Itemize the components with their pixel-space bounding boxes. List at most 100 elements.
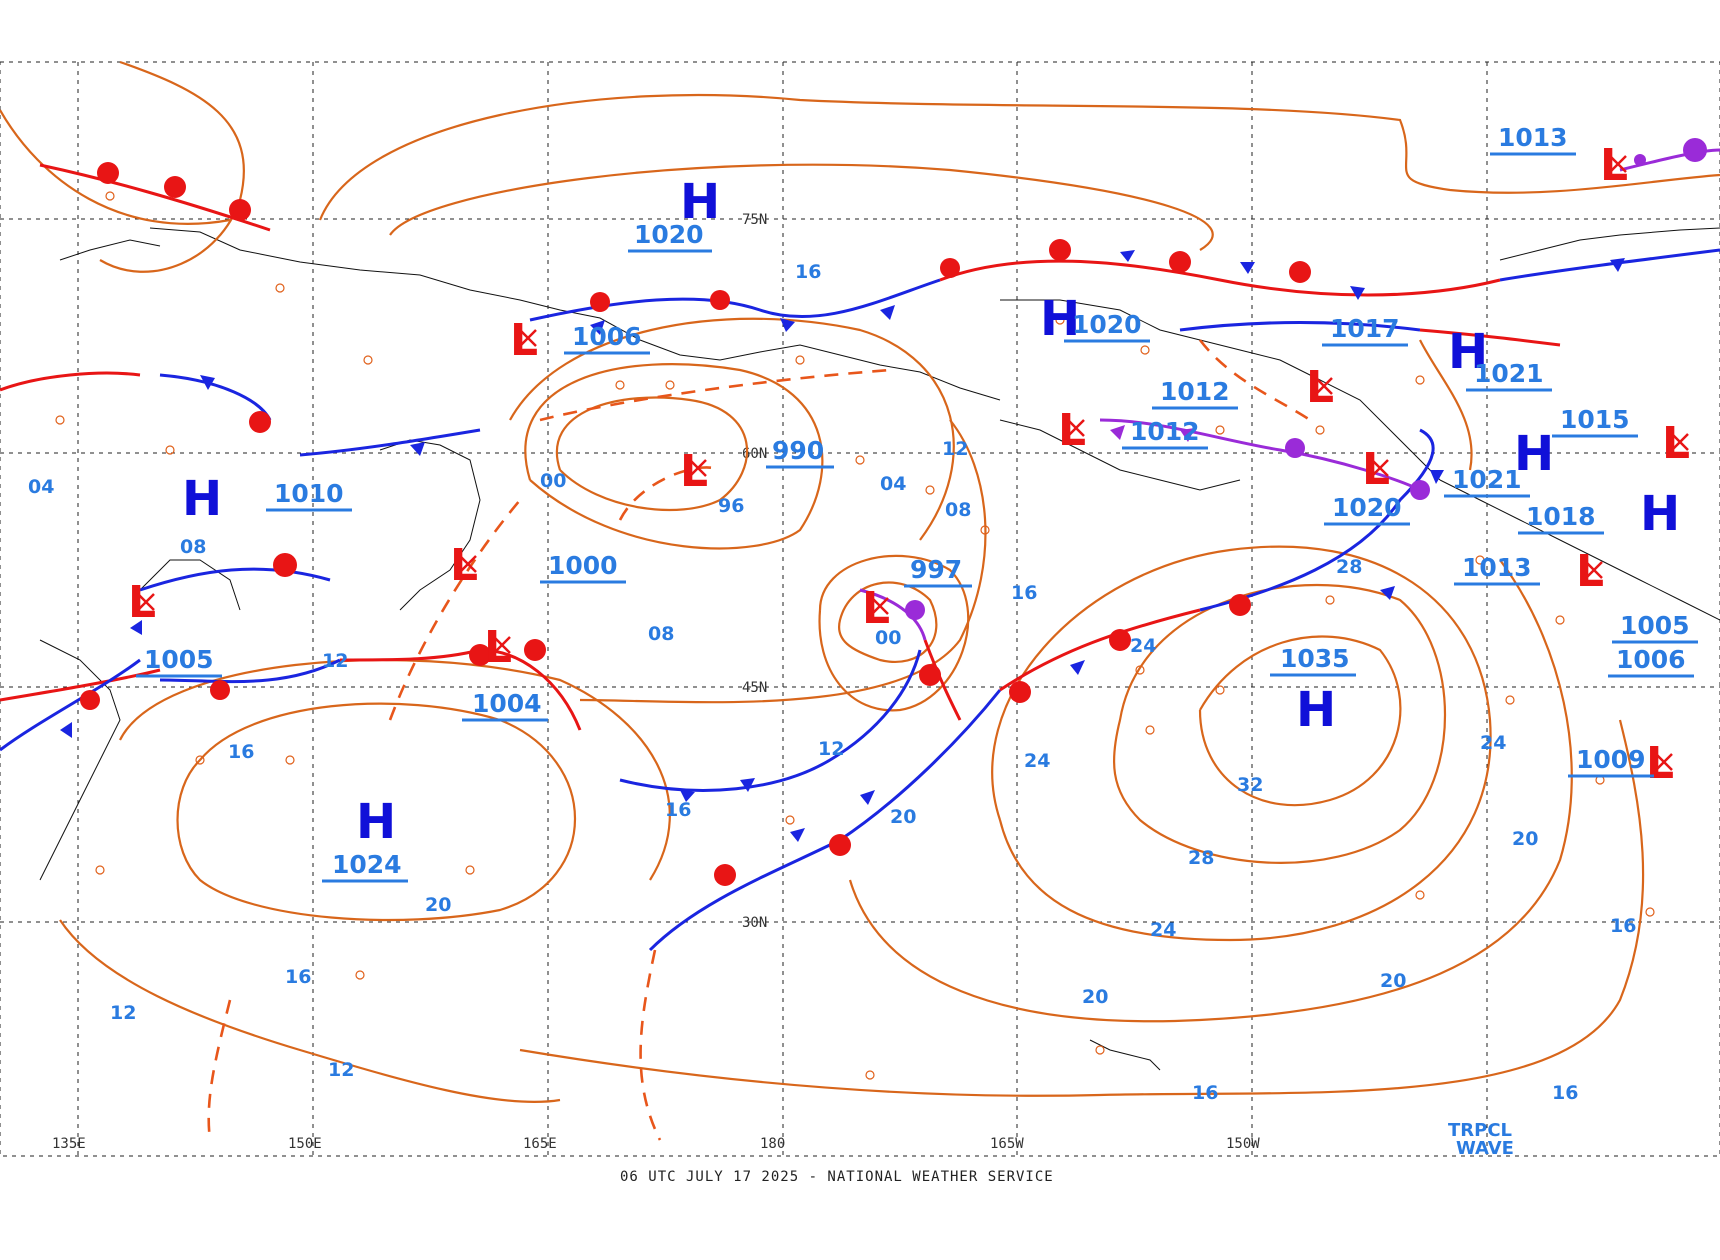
- isobar-label: 24: [1024, 750, 1050, 772]
- isobar-label: 24: [1480, 732, 1506, 754]
- isobar-label: 12: [818, 738, 844, 760]
- high-pressure: 1021: [1474, 359, 1544, 388]
- low-symbol: L: [1306, 362, 1334, 413]
- low-position-marks: [137, 155, 1689, 771]
- fronts: [0, 138, 1720, 952]
- low-pressure: 1012: [1130, 417, 1200, 446]
- isobar-label: 12: [322, 650, 348, 672]
- low-center: L 1000: [450, 540, 626, 591]
- isobar-label: 28: [1336, 556, 1362, 578]
- isobar-label: 12: [942, 438, 968, 460]
- lat-label: 45N: [742, 680, 767, 696]
- isobar-label: 24: [1150, 919, 1176, 941]
- latitude-labels: 75N 60N 45N 30N: [742, 212, 767, 931]
- isobar-label: 16: [1610, 915, 1636, 937]
- high-center: H 1021: [1444, 426, 1554, 498]
- high-center: H 1021: [1448, 324, 1552, 392]
- high-center: H 1020: [1040, 291, 1150, 347]
- isobar-label: 16: [1192, 1082, 1218, 1104]
- isobar-labels: 00 04 08 12 16 20 24 28 32 96 16 20 24 1…: [28, 261, 1636, 1104]
- isobars: [0, 60, 1720, 1141]
- low-pressure: 1000: [548, 551, 618, 580]
- low-center: L 1006: [510, 315, 650, 366]
- lon-label: 150W: [1226, 1136, 1260, 1152]
- low-pressure: 1015: [1560, 405, 1630, 434]
- isobar-label: 20: [1512, 828, 1538, 850]
- isobar-label: 20: [425, 894, 451, 916]
- low-symbol: L: [1662, 418, 1690, 469]
- low-pressure: 990: [772, 436, 824, 465]
- lon-label: 165W: [990, 1136, 1024, 1152]
- isobar-label: 00: [875, 627, 901, 649]
- high-pressure: 1021: [1452, 465, 1522, 494]
- isobar-label: 04: [880, 473, 906, 495]
- isobar-label: 16: [228, 741, 254, 763]
- low-center: L 1015: [1552, 405, 1690, 469]
- coastlines: [39, 227, 1720, 1071]
- high-pressure: 1020: [634, 220, 704, 249]
- high-center: H 1010: [182, 471, 352, 527]
- low-center: L 1009: [1568, 738, 1674, 789]
- station-observations: [55, 191, 1655, 1080]
- high-symbol: H: [1514, 426, 1554, 482]
- low-pressure: 1004: [472, 689, 542, 718]
- low-center: L 1020: [1324, 444, 1410, 526]
- low-symbol: L: [1576, 546, 1604, 597]
- low-symbol: L: [1600, 140, 1628, 191]
- low-symbol: L: [128, 577, 156, 628]
- low-pressure: 997: [910, 555, 962, 584]
- isobar-label: 28: [1188, 847, 1214, 869]
- low-pressure: 1017: [1330, 314, 1400, 343]
- high-symbol: H: [1640, 486, 1680, 542]
- low-center: L 1005: [128, 577, 222, 678]
- isobar-label: 16: [285, 966, 311, 988]
- longitude-labels: 135E 150E 165E 180 165W 150W: [52, 1136, 1260, 1152]
- low-center: 1005: [1612, 611, 1698, 644]
- low-center: L 997: [862, 555, 972, 634]
- low-pressure: 1013: [1498, 123, 1568, 152]
- tropical-wave-label: TRPCL WAVE: [1448, 1120, 1514, 1159]
- lat-label: 75N: [742, 212, 767, 228]
- high-symbol: H: [182, 471, 222, 527]
- high-pressure: 1018: [1526, 502, 1596, 531]
- isobar-label: 16: [1552, 1082, 1578, 1104]
- high-pressure: 1020: [1072, 310, 1142, 339]
- high-pressure: 1010: [274, 479, 344, 508]
- low-pressure: 1005: [144, 645, 214, 674]
- isobar-label: 16: [665, 799, 691, 821]
- lon-label: 165E: [523, 1136, 557, 1152]
- high-symbol: H: [1296, 682, 1336, 738]
- isobar-label: 08: [180, 536, 206, 558]
- low-symbol: L: [450, 540, 478, 591]
- low-pressure: 1006: [572, 322, 642, 351]
- low-centers: L 1006 L 990 L 1000 L 997 L 1004 L 1005: [128, 123, 1698, 789]
- footer-credit: 06 UTC JULY 17 2025 - NATIONAL WEATHER S…: [620, 1169, 1054, 1185]
- high-symbol: H: [1448, 324, 1488, 380]
- low-symbol: L: [1362, 444, 1390, 495]
- low-center: L 1013: [1454, 546, 1604, 597]
- low-pressure: 1005: [1620, 611, 1690, 640]
- lon-label: 135E: [52, 1136, 86, 1152]
- isobar-label: 00: [540, 470, 566, 492]
- low-center: 1012: [1122, 417, 1208, 450]
- high-centers: H 1020 H 1010 H 1024 H 1035 H 1020 H 102…: [182, 174, 1680, 883]
- high-center: H 1024: [322, 794, 408, 883]
- isobar-label: 08: [945, 499, 971, 521]
- high-center: H 1020: [628, 174, 720, 253]
- low-center: 1006: [1608, 645, 1694, 678]
- lat-label: 30N: [742, 915, 767, 931]
- low-pressure: 1012: [1160, 377, 1230, 406]
- isobar-label: 16: [795, 261, 821, 283]
- low-symbol: L: [1646, 738, 1674, 789]
- high-symbol: H: [1040, 291, 1080, 347]
- isobar-label: 12: [110, 1002, 136, 1024]
- low-pressure: 1013: [1462, 553, 1532, 582]
- high-symbol: H: [356, 794, 396, 850]
- isobar-label: 24: [1130, 635, 1156, 657]
- isobar-label: 20: [1380, 970, 1406, 992]
- low-pressure: 1009: [1576, 745, 1646, 774]
- high-pressure: 1035: [1280, 644, 1350, 673]
- high-center: H 1035: [1270, 644, 1356, 738]
- low-center: L 1017: [1306, 314, 1408, 413]
- isobar-label: 96: [718, 495, 744, 517]
